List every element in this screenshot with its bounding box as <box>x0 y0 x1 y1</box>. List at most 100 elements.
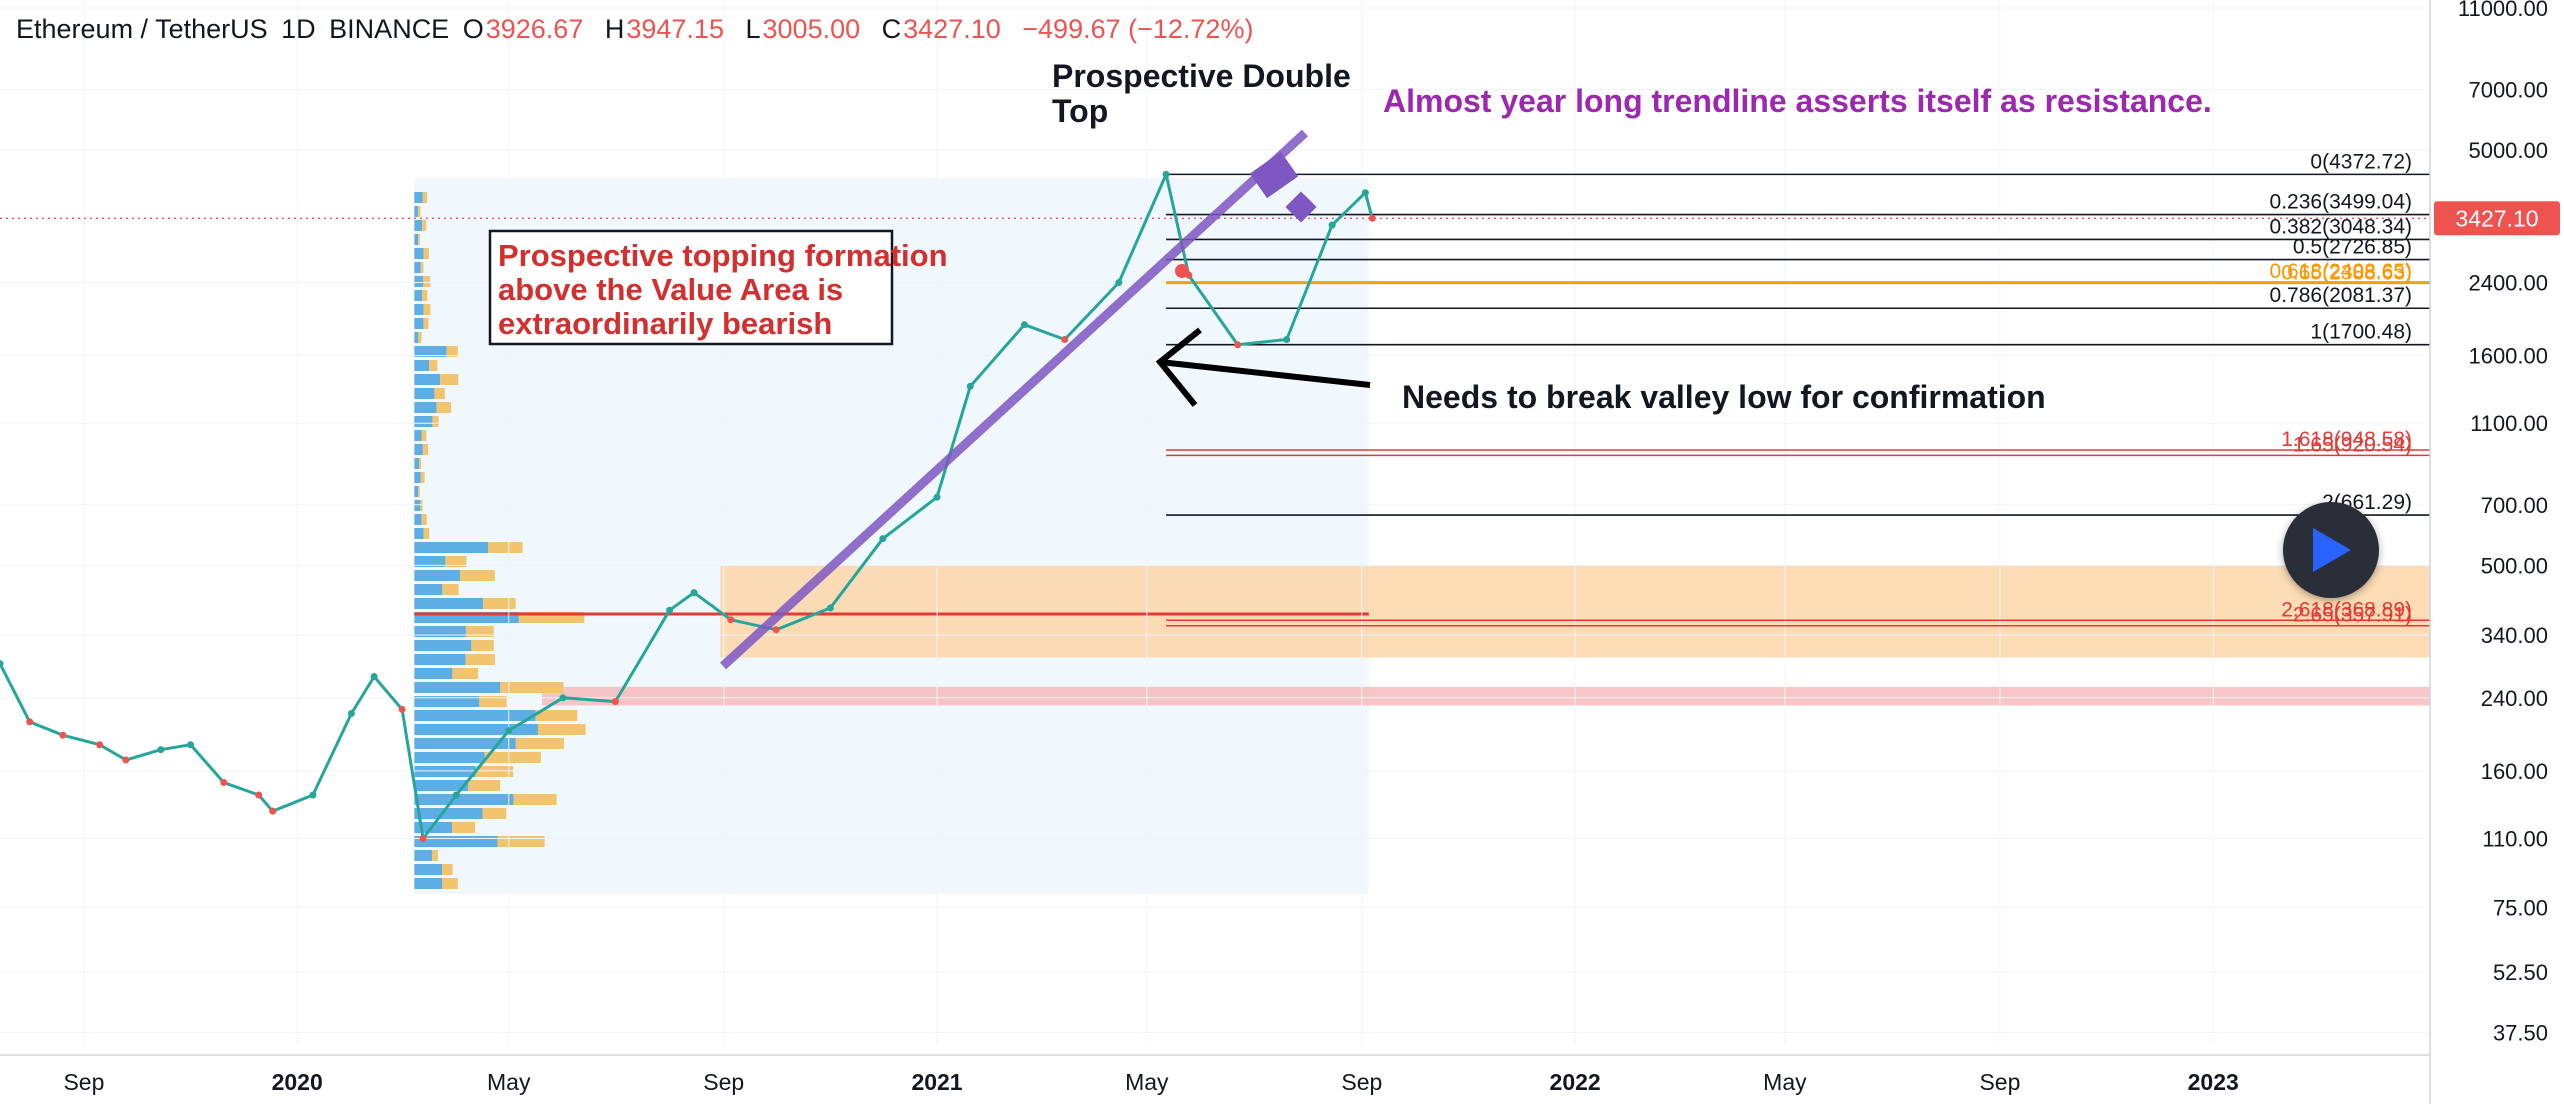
price-point[interactable] <box>933 493 941 501</box>
price-point[interactable] <box>370 673 378 681</box>
volume-profile-bar-down <box>442 878 458 889</box>
price-point[interactable] <box>690 589 698 597</box>
volume-profile-bar-down <box>420 262 424 273</box>
volume-profile-bar-down <box>488 542 523 553</box>
interval-label[interactable]: 1D <box>281 14 316 44</box>
resistance-trendline[interactable] <box>719 129 1309 670</box>
volume-profile-bar-up <box>414 486 419 497</box>
zone-support <box>541 686 2431 706</box>
price-tick-label: 110.00 <box>2482 826 2548 851</box>
price-point[interactable] <box>255 791 263 799</box>
low-key: L <box>745 14 761 44</box>
volume-profile-bar-down <box>445 556 467 567</box>
arrow-shaft <box>1159 359 1371 388</box>
volume-profile-bar-up <box>414 472 421 483</box>
price-point[interactable] <box>1162 170 1170 178</box>
price-point[interactable] <box>1283 336 1291 344</box>
arrow-head <box>1155 327 1202 407</box>
price-point[interactable] <box>1368 214 1376 222</box>
price-point[interactable] <box>269 807 277 815</box>
price-point[interactable] <box>1328 221 1336 229</box>
price-point[interactable] <box>666 606 674 614</box>
volume-profile-bar-down <box>465 654 495 665</box>
volume-profile-bar-up <box>414 374 441 385</box>
volume-profile-bar-up <box>414 556 446 567</box>
symbol-name[interactable]: Ethereum / TetherUS <box>16 14 268 44</box>
volume-profile-bar-up <box>414 290 423 301</box>
volume-profile-bar-up <box>414 206 418 217</box>
volume-profile-bar-down <box>420 472 425 483</box>
time-tick-label: May <box>1125 1069 1169 1095</box>
volume-profile-bar-down <box>442 584 459 595</box>
price-point[interactable] <box>505 727 513 735</box>
price-point[interactable] <box>0 660 4 668</box>
volume-profile-bar-up <box>414 430 422 441</box>
price-point[interactable] <box>419 834 427 842</box>
annotation-trendline: Almost year long trendline asserts itsel… <box>1383 83 2212 119</box>
time-tick-label: Sep <box>1341 1069 1382 1095</box>
time-tick-label: May <box>1763 1069 1807 1095</box>
volume-profile-bar-up <box>414 388 435 399</box>
price-point[interactable] <box>727 616 735 624</box>
price-point[interactable] <box>26 718 34 726</box>
price-point[interactable] <box>96 741 104 749</box>
volume-profile-bar-up <box>414 444 423 455</box>
price-point[interactable] <box>611 698 619 706</box>
volume-profile-bar-up <box>414 528 424 539</box>
volume-profile-bar-down <box>513 794 557 805</box>
fib-label-extension: 1.618(948.58) <box>2281 428 2412 451</box>
price-point[interactable] <box>1020 321 1028 329</box>
price-point[interactable] <box>398 705 406 713</box>
volume-profile-bar-up <box>414 654 466 665</box>
price-point[interactable] <box>309 791 317 799</box>
last-price-badge[interactable] <box>2434 201 2560 236</box>
drawing-handle[interactable] <box>1249 151 1299 199</box>
volume-profile-bar-down <box>431 850 438 861</box>
price-point[interactable] <box>1361 189 1369 197</box>
time-tick-label: 2020 <box>272 1069 323 1095</box>
volume-profile-bar-up <box>414 304 424 315</box>
price-point[interactable] <box>879 535 887 543</box>
price-point[interactable] <box>826 604 834 612</box>
volume-profile-bar-down <box>497 836 545 847</box>
open-value: 3926.67 <box>485 14 584 44</box>
volume-profile-bar-down <box>418 486 420 497</box>
price-point[interactable] <box>187 741 195 749</box>
volume-profile-bar-up <box>414 738 516 749</box>
price-point[interactable] <box>347 709 355 717</box>
price-point[interactable] <box>1115 279 1123 287</box>
annotation-double-top-line-1: Prospective Double <box>1052 58 1351 94</box>
price-point[interactable] <box>772 626 780 634</box>
price-point[interactable] <box>122 756 130 764</box>
volume-profile-bar-down <box>421 514 427 525</box>
play-button[interactable] <box>2283 502 2379 598</box>
volume-profile-bar-up <box>414 220 423 231</box>
volume-profile-bar-up <box>414 612 519 623</box>
volume-profile-bar-down <box>422 220 427 231</box>
volume-profile-bar-up <box>414 724 538 735</box>
price-point[interactable] <box>157 746 165 754</box>
price-tick-label: 2400.00 <box>2468 271 2548 296</box>
volume-profile-bar-down <box>421 430 427 441</box>
price-point[interactable] <box>59 731 67 739</box>
price-point[interactable] <box>559 694 567 702</box>
volume-profile-bar-down <box>440 374 459 385</box>
symbol-legend[interactable]: Ethereum / TetherUS 1D BINANCE O3926.67 … <box>16 14 1267 45</box>
price-point[interactable] <box>1061 336 1069 344</box>
fib-label: 0.5(2726.85) <box>2293 236 2412 259</box>
volume-profile-bar-down <box>442 864 453 875</box>
volume-profile-bar-up <box>414 836 498 847</box>
price-point[interactable] <box>452 791 460 799</box>
price-point[interactable] <box>220 779 228 787</box>
fib-label: 0.786(2081.37) <box>2270 284 2412 307</box>
volume-profile-bar-down <box>417 206 421 217</box>
volume-profile-bar-up <box>414 234 419 245</box>
price-point[interactable] <box>1234 341 1242 349</box>
price-point[interactable] <box>966 382 974 390</box>
annotation-valley: Needs to break valley low for confirmati… <box>1402 379 2046 415</box>
volume-profile-bar-down <box>537 724 586 735</box>
volume-profile-bar-up <box>414 850 432 861</box>
price-tick-label: 75.00 <box>2493 896 2548 921</box>
